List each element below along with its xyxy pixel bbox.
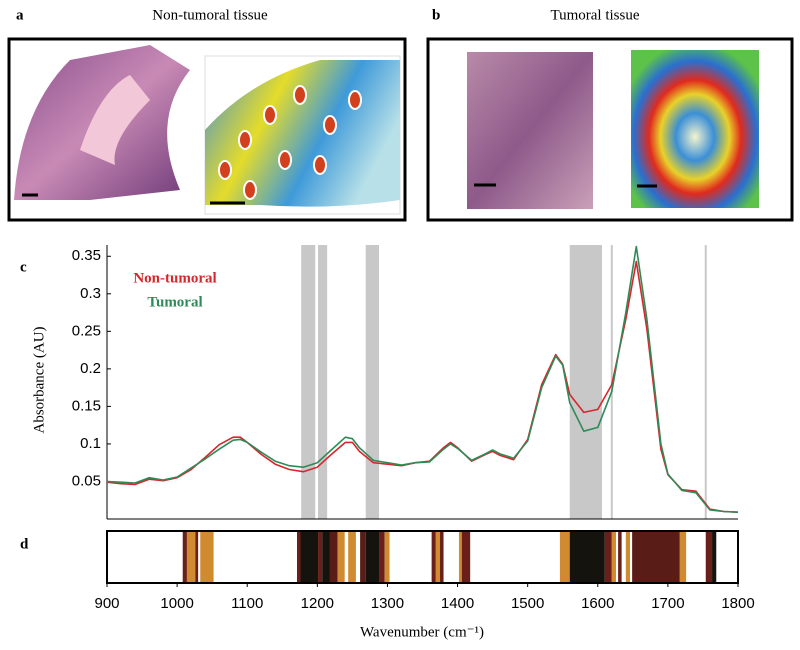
significance-band	[625, 532, 631, 582]
y-tick-label: 0.15	[72, 397, 101, 414]
significance-band	[611, 532, 617, 582]
significance-band	[365, 532, 380, 582]
significance-band	[435, 532, 441, 582]
x-tick-label: 1700	[651, 595, 684, 612]
significance-band	[679, 532, 687, 582]
panel-frame	[7, 37, 407, 222]
x-tick-label: 1000	[160, 595, 193, 612]
significance-band	[458, 532, 462, 582]
x-tick-label: 1100	[231, 595, 263, 612]
panel-label: a	[16, 7, 24, 23]
significance-band	[712, 532, 717, 582]
x-tick-label: 1800	[721, 595, 754, 612]
x-tick-label: 1200	[301, 595, 334, 612]
legend-label: Non-tumoral	[133, 270, 216, 286]
shaded-region	[569, 245, 602, 519]
y-tick-label: 0.2	[80, 360, 101, 377]
significance-band	[559, 532, 570, 582]
significance-band	[431, 532, 436, 582]
significance-band	[569, 532, 605, 582]
significance-band	[195, 532, 199, 582]
panel-title: Tumoral tissue	[550, 7, 639, 23]
spectrum-line	[106, 260, 739, 513]
legend-label: Tumoral	[147, 294, 202, 310]
histology-image	[467, 52, 593, 209]
significance-band	[329, 532, 338, 582]
shaded-region	[318, 245, 328, 519]
y-tick-label: 0.25	[72, 322, 101, 339]
shaded-region	[301, 245, 316, 519]
significance-band	[618, 532, 622, 582]
significance-band	[318, 532, 323, 582]
significance-band	[186, 532, 196, 582]
significance-band	[300, 532, 319, 582]
shaded-region	[365, 245, 380, 519]
y-tick-label: 0.3	[80, 285, 101, 302]
panel-frame	[426, 37, 794, 222]
x-tick-label: 1300	[371, 595, 404, 612]
panel-label: d	[20, 536, 29, 552]
x-axis-label: Wavenumber (cm⁻¹)	[360, 624, 484, 640]
significance-band	[632, 532, 680, 582]
spectrum-line	[106, 245, 739, 513]
significance-band	[337, 532, 345, 582]
significance-band	[200, 532, 214, 582]
y-tick-label: 0.35	[72, 247, 101, 264]
significance-band	[379, 532, 385, 582]
panel-title: Non-tumoral tissue	[152, 7, 268, 23]
histology-image	[80, 75, 150, 165]
significance-band	[322, 532, 330, 582]
significance-band	[348, 532, 356, 582]
significance-band	[705, 532, 713, 582]
significance-band	[384, 532, 390, 582]
significance-band	[461, 532, 471, 582]
significance-band	[440, 532, 444, 582]
panel-label: b	[432, 7, 440, 23]
ir-map-spots	[218, 85, 362, 200]
panel-label: c	[20, 259, 27, 275]
x-tick-label: 1500	[511, 595, 544, 612]
ir-map	[631, 50, 759, 208]
y-tick-label: 0.05	[72, 472, 101, 489]
significance-band	[182, 532, 187, 582]
y-tick-label: 0.1	[80, 435, 101, 452]
significance-band	[604, 532, 612, 582]
significance-band	[297, 532, 301, 582]
x-tick-label: 900	[94, 595, 119, 612]
y-axis-label: Absorbance (AU)	[31, 326, 47, 433]
significance-band	[360, 532, 366, 582]
x-tick-label: 1600	[581, 595, 614, 612]
x-tick-label: 1400	[441, 595, 474, 612]
